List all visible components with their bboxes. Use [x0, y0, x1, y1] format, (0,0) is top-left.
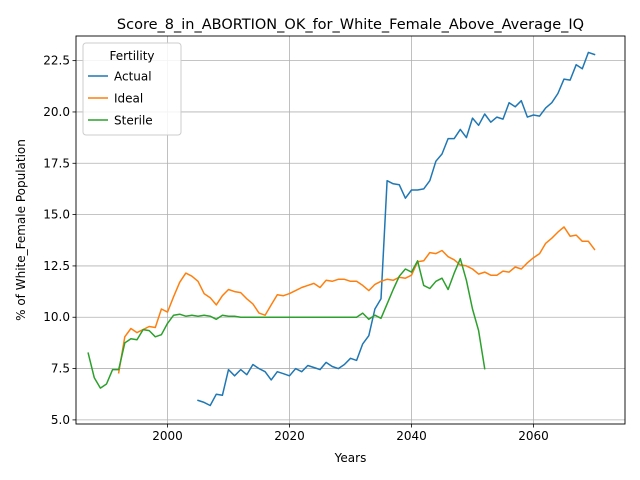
y-axis-label: % of White_Female Population [14, 139, 28, 321]
axis-ticks: 2000 2020 2040 2060 5.0 7.5 10.0 12.5 15.0 17.5 20… [43, 54, 548, 443]
legend-label-sterile: Sterile [114, 114, 153, 128]
legend-label-actual: Actual [114, 70, 152, 84]
legend: Fertility Actual Ideal Sterile [82, 42, 182, 136]
x-tick-label: 2040 [396, 429, 427, 443]
x-tick-label: 2020 [274, 429, 305, 443]
legend-title: Fertility [109, 49, 154, 63]
y-tick-label: 7.5 [51, 362, 70, 376]
legend-box [82, 42, 182, 136]
grid [76, 36, 625, 424]
series-line-actual [197, 51, 596, 407]
y-tick-label: 15.0 [43, 208, 70, 222]
x-axis-label: Years [334, 451, 367, 465]
y-tick-label: 10.0 [43, 310, 70, 324]
y-tick-label: 20.0 [43, 105, 70, 119]
series-group [87, 51, 596, 407]
chart-title: Score_8_in_ABORTION_OK_for_White_Female_… [117, 17, 584, 33]
y-tick-label: 17.5 [43, 156, 70, 170]
series-line-sterile [87, 257, 486, 389]
y-tick-label: 22.5 [43, 54, 70, 68]
plot-frame [75, 35, 626, 425]
x-tick-label: 2060 [518, 429, 549, 443]
y-tick-label: 5.0 [51, 413, 70, 427]
legend-label-ideal: Ideal [114, 92, 143, 106]
y-tick-label: 12.5 [43, 259, 70, 273]
series-line-ideal [117, 226, 596, 374]
x-tick-label: 2000 [152, 429, 183, 443]
